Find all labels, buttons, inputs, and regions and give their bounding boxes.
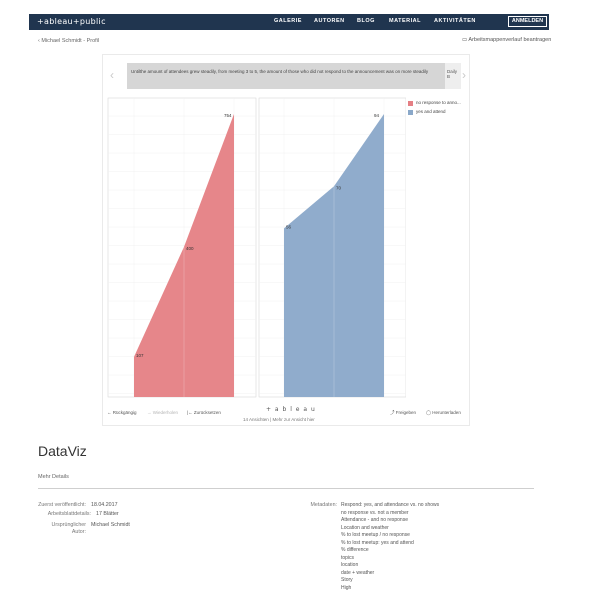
data-label: 400 <box>186 246 194 251</box>
redo-button[interactable]: → Wiederholen <box>147 410 178 415</box>
share-label: Freigeben <box>395 410 417 415</box>
request-history-label: Arbeitsmappenverlauf beantragen <box>468 37 552 43</box>
metadata-item: % difference <box>341 547 369 553</box>
next-story-arrow-icon[interactable]: › <box>462 68 466 82</box>
nav-item-material[interactable]: MATERIAL <box>389 18 422 24</box>
previous-story-arrow-icon[interactable]: ‹ <box>110 68 114 82</box>
tableau-public-logo[interactable]: +ableau+public <box>37 17 106 26</box>
data-label: 754 <box>224 113 232 118</box>
first-published-value: 18.04.2017 <box>91 502 118 508</box>
original-author-label: Ursprünglicher <box>51 522 86 528</box>
sheet-details-label: Arbeitsblattdetails: <box>47 511 91 517</box>
legend-label: no response to anno... <box>416 100 461 105</box>
reset-button[interactable]: |← Zurücksetzen <box>187 410 221 415</box>
undo-button[interactable]: ← Rückgängig <box>107 410 137 415</box>
download-button[interactable]: ◯ Herunterladen <box>426 410 461 416</box>
first-published-label: Zuerst veröffentlicht: <box>38 502 86 508</box>
metadata-item: Story <box>341 577 353 583</box>
data-label: 94 <box>374 113 380 118</box>
nav-item-authors[interactable]: AUTOREN <box>314 18 345 24</box>
original-author-label-2: Autor: <box>71 529 86 535</box>
metadata-item: topics <box>341 554 355 561</box>
metadata-item: High <box>341 584 352 591</box>
page-title: DataViz <box>38 443 87 459</box>
area-chart: 107 400 754 56 70 94 <box>107 97 406 398</box>
nav-item-activities[interactable]: AKTIVITÄTEN <box>434 18 476 24</box>
redo-label: Wiederholen <box>152 410 179 415</box>
original-author-value[interactable]: Michael Schmidt <box>91 522 130 528</box>
metadata-item: Respond: yes, and attendance vs. no show… <box>341 502 440 508</box>
data-label: 56 <box>286 224 292 229</box>
reset-icon: |← <box>187 410 194 415</box>
undo-icon: ← <box>107 410 113 415</box>
metadata-item: % to lost meetup: yes and attend <box>341 539 414 546</box>
sheet-details-value[interactable]: 17 Blätter <box>96 511 119 517</box>
metadata-item: % to lost meetup / no response <box>341 532 410 538</box>
story-point-caption[interactable]: Untilthe amount of attendees grew steadi… <box>127 63 445 89</box>
legend-label: yes and attend <box>416 109 446 114</box>
metadata-item: location <box>341 562 359 568</box>
redo-icon: → <box>147 410 153 415</box>
download-label: Herunterladen <box>432 410 461 415</box>
metadata-label: Metadaten: <box>310 502 337 508</box>
undo-label: Rückgängig <box>112 410 137 415</box>
metadata-item: no response vs. not a member <box>341 509 409 516</box>
data-label: 107 <box>136 353 144 358</box>
story-caption-text: Untilthe amount of attendees grew steadi… <box>131 69 429 74</box>
view-count-note: 14 Ansichten | Mehr zur Ansicht hier <box>243 417 315 422</box>
request-history-link[interactable]: ▭ Arbeitsmappenverlauf beantragen <box>462 37 551 43</box>
download-icon: ◯ <box>426 410 433 415</box>
metadata-item: Attendance - and no response <box>341 517 408 523</box>
next-story-point[interactable]: Daily B <box>445 63 461 89</box>
nav-item-blog[interactable]: BLOG <box>357 18 375 24</box>
login-button[interactable]: ANMELDEN <box>508 16 547 27</box>
metadata-list: Respond: yes, and attendance vs. no show… <box>341 502 439 592</box>
search-icon[interactable] <box>554 17 564 27</box>
more-details-toggle[interactable]: Mehr Details <box>38 474 69 480</box>
share-icon: ⤴ <box>390 410 396 415</box>
reset-label: Zurücksetzen <box>193 410 221 415</box>
data-label: 70 <box>336 185 342 190</box>
nav-item-gallery[interactable]: GALERIE <box>274 18 302 24</box>
metadata-item: Location and weather <box>341 524 389 531</box>
share-button[interactable]: ⤴ Freigeben <box>390 410 416 416</box>
breadcrumb[interactable]: ‹ Michael Schmidt - Profil <box>38 38 100 44</box>
divider <box>38 488 534 489</box>
viz-toolbar: ← Rückgängig → Wiederholen |← Zurücksetz… <box>103 403 469 425</box>
top-navigation-bar: +ableau+public GALERIE AUTOREN BLOG MATE… <box>29 14 564 30</box>
legend-swatch <box>408 110 413 115</box>
metadata-item: date + weather <box>341 569 375 576</box>
tableau-brand-logo[interactable]: + a b l e a u <box>266 406 316 413</box>
request-icon: ▭ <box>462 37 469 43</box>
legend-swatch <box>408 101 413 106</box>
